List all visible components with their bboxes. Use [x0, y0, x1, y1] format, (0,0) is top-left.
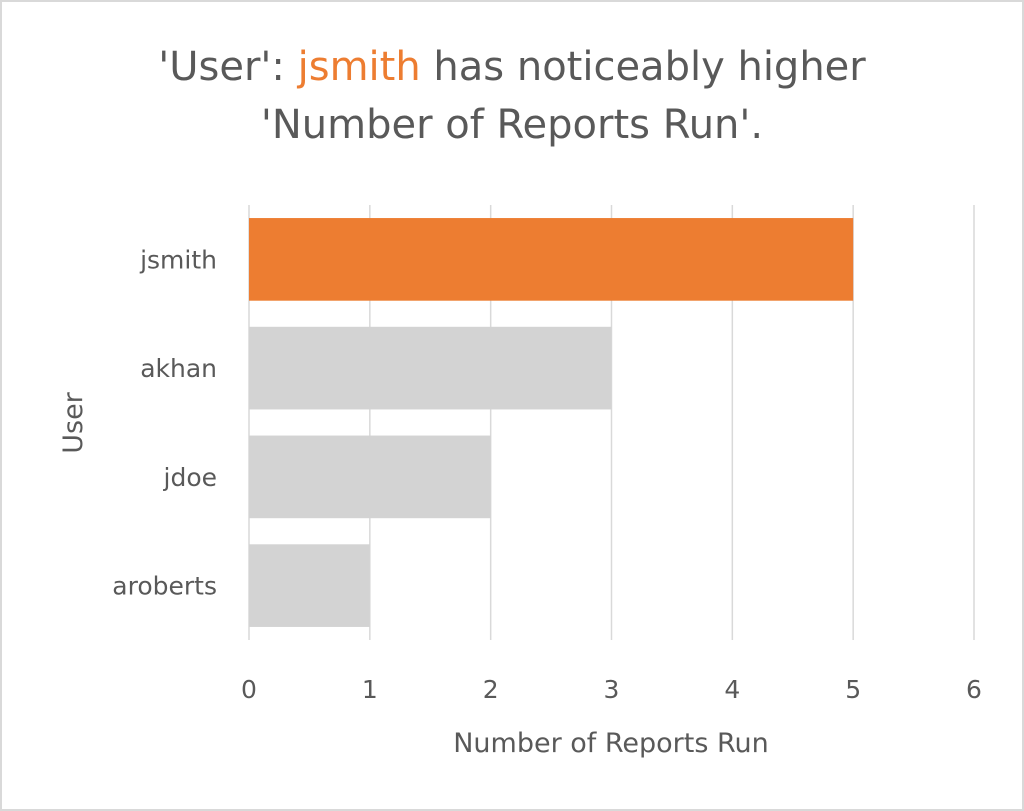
- x-tick-label-4: 4: [724, 675, 740, 704]
- category-label-jsmith: jsmith: [139, 245, 217, 274]
- category-labels: jsmith akhan jdoe aroberts: [112, 245, 217, 600]
- bar-jdoe: [249, 435, 491, 519]
- bars: [249, 218, 854, 627]
- title-part-2: has noticeably higher: [420, 44, 866, 90]
- y-axis-title: User: [58, 391, 89, 453]
- title-part-1: 'User':: [158, 44, 298, 90]
- category-label-jdoe: jdoe: [163, 463, 218, 492]
- bar-aroberts: [249, 544, 370, 627]
- x-tick-label-6: 6: [966, 675, 982, 704]
- bar-jsmith: [249, 218, 854, 301]
- chart-title: 'User': jsmith has noticeably higher 'Nu…: [0, 38, 1024, 154]
- category-label-aroberts: aroberts: [112, 572, 217, 601]
- x-tick-label-3: 3: [604, 675, 620, 704]
- x-tick-labels: 0 1 2 3 4 5 6: [241, 675, 982, 704]
- title-highlight: jsmith: [297, 44, 421, 90]
- title-line-1: 'User': jsmith has noticeably higher: [0, 38, 1024, 96]
- bar-akhan: [249, 326, 612, 410]
- category-label-akhan: akhan: [140, 354, 217, 383]
- title-line-2: 'Number of Reports Run'.: [260, 102, 764, 148]
- x-tick-label-0: 0: [241, 675, 257, 704]
- x-tick-label-2: 2: [483, 675, 499, 704]
- x-axis-title: Number of Reports Run: [453, 728, 769, 759]
- x-tick-label-5: 5: [845, 675, 861, 704]
- x-tick-label-1: 1: [362, 675, 378, 704]
